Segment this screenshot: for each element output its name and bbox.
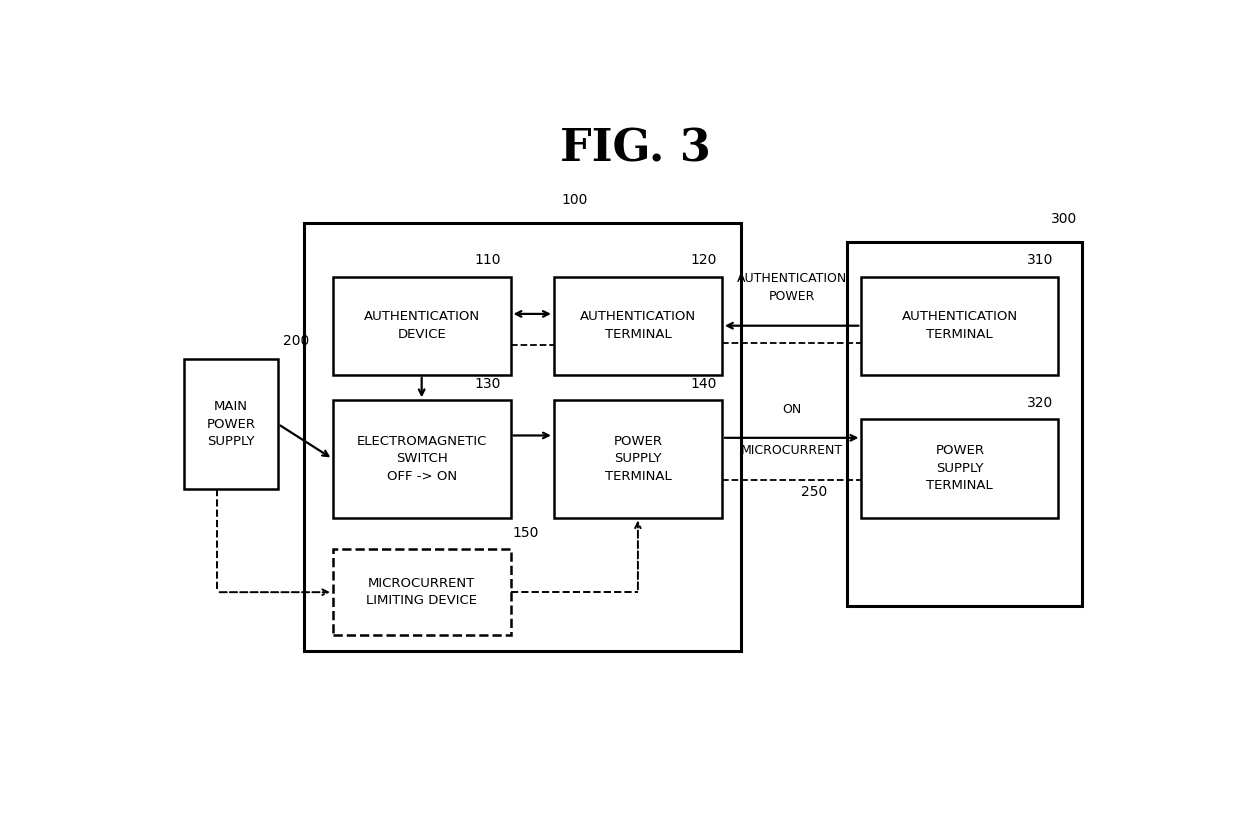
Bar	[862, 419, 1058, 517]
Text: 310: 310	[1027, 253, 1054, 267]
Text: 130: 130	[475, 377, 501, 391]
Bar	[304, 222, 742, 651]
Text: AUTHENTICATION
TERMINAL: AUTHENTICATION TERMINAL	[901, 311, 1018, 341]
Text: FIG. 3: FIG. 3	[560, 128, 711, 171]
Text: 320: 320	[1027, 396, 1054, 410]
Text: 110: 110	[475, 253, 501, 267]
Bar	[847, 241, 1083, 606]
Text: AUTHENTICATION
DEVICE: AUTHENTICATION DEVICE	[363, 311, 480, 341]
Text: AUTHENTICATION
TERMINAL: AUTHENTICATION TERMINAL	[580, 311, 696, 341]
Text: 100: 100	[560, 193, 588, 207]
Text: MICROCURRENT
LIMITING DEVICE: MICROCURRENT LIMITING DEVICE	[366, 577, 477, 607]
Bar	[332, 400, 511, 517]
Text: ELECTROMAGNETIC
SWITCH
OFF -> ON: ELECTROMAGNETIC SWITCH OFF -> ON	[356, 435, 487, 483]
Bar	[554, 277, 722, 375]
Bar	[862, 277, 1058, 375]
Text: 200: 200	[283, 334, 309, 348]
Text: POWER
SUPPLY
TERMINAL: POWER SUPPLY TERMINAL	[926, 444, 993, 493]
Bar	[332, 277, 511, 375]
Bar	[332, 550, 511, 635]
Text: MICROCURRENT: MICROCURRENT	[740, 444, 843, 457]
Text: 250: 250	[801, 485, 827, 499]
Bar	[184, 359, 278, 489]
Text: 300: 300	[1052, 212, 1078, 226]
Bar	[554, 400, 722, 517]
Text: ON: ON	[782, 403, 801, 416]
Text: AUTHENTICATION
POWER: AUTHENTICATION POWER	[737, 273, 847, 303]
Text: 140: 140	[691, 377, 717, 391]
Text: MAIN
POWER
SUPPLY: MAIN POWER SUPPLY	[206, 400, 255, 448]
Text: 150: 150	[512, 526, 539, 540]
Text: POWER
SUPPLY
TERMINAL: POWER SUPPLY TERMINAL	[605, 435, 671, 483]
Text: 120: 120	[691, 253, 717, 267]
